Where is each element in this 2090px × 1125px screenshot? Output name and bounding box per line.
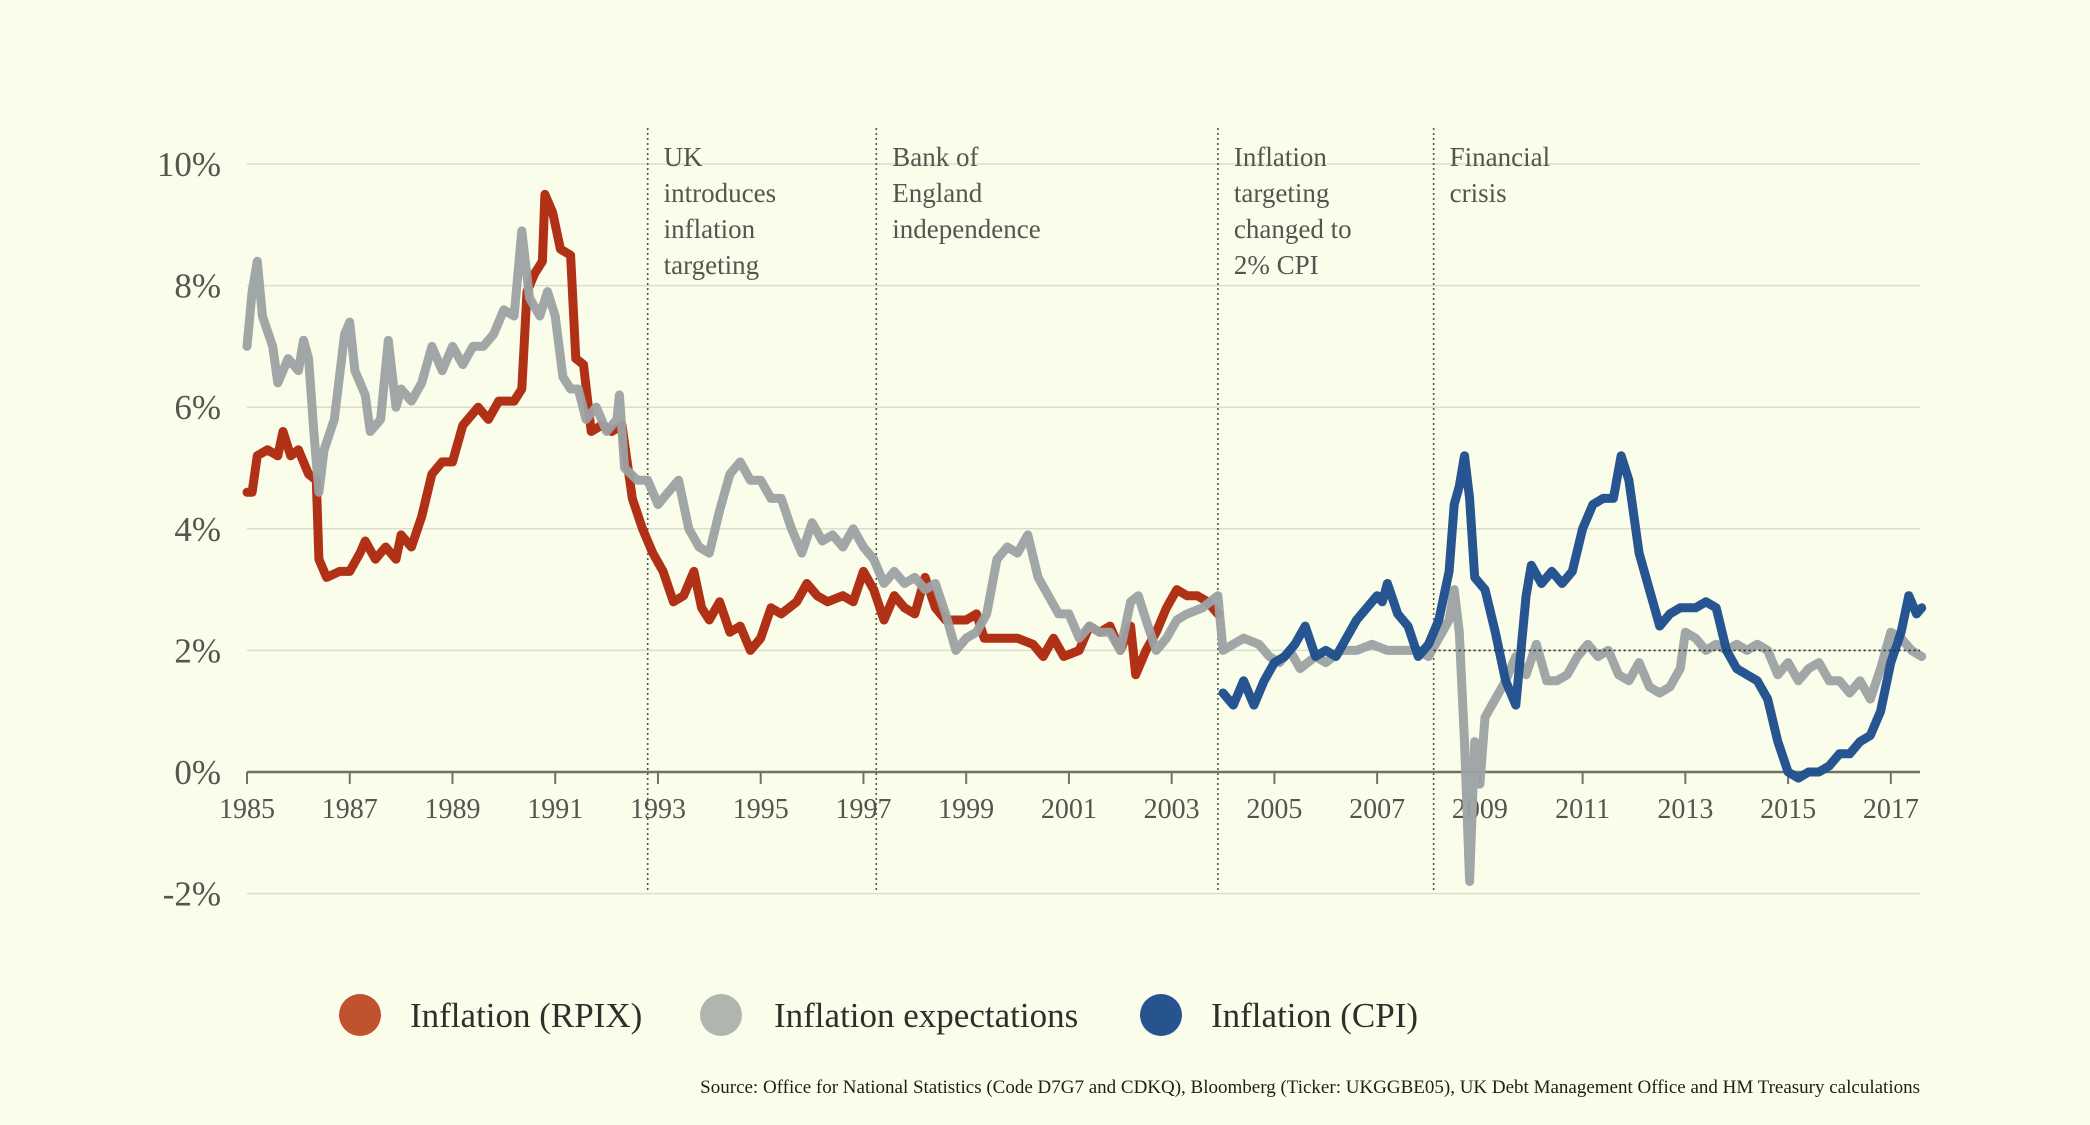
legend-label-rpix: Inflation (RPIX) — [410, 996, 642, 1035]
x-tick-label: 1989 — [424, 794, 480, 825]
legend: Inflation (RPIX) Inflation expectations … — [339, 994, 1418, 1036]
annotation-text: Bank of — [892, 142, 978, 172]
x-tick-label: 2011 — [1555, 794, 1610, 825]
series-line-expectations — [242, 226, 1927, 886]
y-tick-label: -2% — [163, 875, 221, 914]
annotation-text: independence — [892, 214, 1040, 244]
annotation-text: crisis — [1450, 178, 1507, 208]
annotation-text: changed to — [1234, 214, 1352, 244]
annotation-text: UK — [664, 142, 703, 172]
legend-swatch-rpix — [339, 994, 381, 1036]
legend-label-cpi: Inflation (CPI) — [1211, 996, 1418, 1035]
series-lines — [242, 189, 1927, 886]
x-tick-label: 2003 — [1144, 794, 1200, 825]
x-tick-label: 1995 — [733, 794, 789, 825]
y-tick-label: 6% — [174, 388, 221, 427]
series-line-rpix — [242, 189, 1223, 680]
legend-label-expectations: Inflation expectations — [774, 996, 1078, 1035]
x-tick-label: 2001 — [1041, 794, 1097, 825]
x-tick-label: 2013 — [1657, 794, 1713, 825]
y-tick-label: 0% — [174, 753, 221, 792]
y-axis: -2% 0% 2% 4% 6% 8% 10% — [157, 145, 221, 914]
annotation-text: 2% CPI — [1234, 250, 1319, 280]
x-tick-label: 1985 — [219, 794, 275, 825]
annotation-text: Financial — [1450, 142, 1550, 172]
y-tick-label: 8% — [174, 267, 221, 306]
x-tick-label: 2015 — [1760, 794, 1816, 825]
x-tick-label: 1997 — [835, 794, 891, 825]
annotation-text: Inflation — [1234, 142, 1327, 172]
series-line-cpi — [1218, 451, 1927, 783]
annotation-text: introduces — [664, 178, 776, 208]
x-tick-label: 2007 — [1349, 794, 1405, 825]
annotation-text: England — [892, 178, 982, 208]
x-tick-label: 1991 — [527, 794, 583, 825]
annotation-text: inflation — [664, 214, 756, 244]
y-tick-label: 2% — [174, 631, 221, 670]
gridlines — [247, 163, 1920, 895]
x-axis: 1985 1987 1989 1991 1993 1995 1997 1999 2001 2003… — [219, 770, 1920, 825]
legend-swatch-expectations — [700, 994, 742, 1036]
x-tick-label: 1999 — [938, 794, 994, 825]
y-tick-label: 4% — [174, 510, 221, 549]
source-note: Source: Office for National Statistics (… — [700, 1077, 1920, 1098]
x-tick-label: 2005 — [1246, 794, 1302, 825]
x-tick-label: 2009 — [1452, 794, 1508, 825]
y-tick-label: 10% — [157, 145, 221, 184]
annotation-text: targeting — [1234, 178, 1329, 208]
legend-swatch-cpi — [1140, 994, 1182, 1036]
x-tick-label: 2017 — [1863, 794, 1919, 825]
annotations: UK introduces inflation targeting Bank of Eng… — [664, 142, 1550, 280]
annotation-text: targeting — [664, 250, 759, 280]
x-tick-label: 1987 — [322, 794, 378, 825]
x-tick-label: 1993 — [630, 794, 686, 825]
